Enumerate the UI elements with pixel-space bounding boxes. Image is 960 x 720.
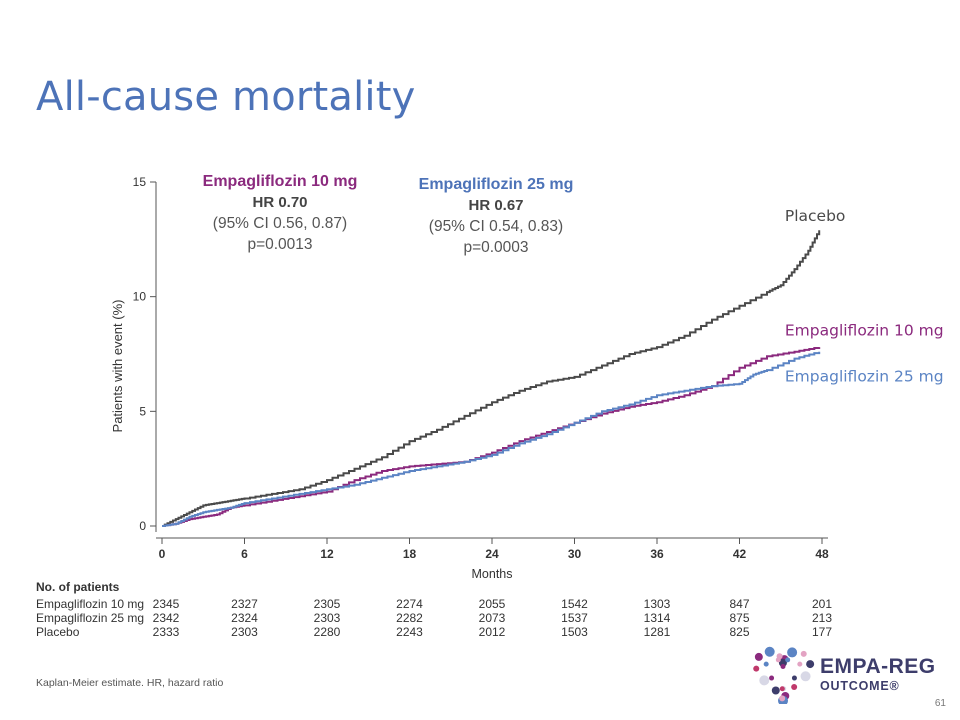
logo-dot (753, 665, 760, 672)
x-tick-label: 6 (241, 547, 248, 561)
risk-cell: 2012 (478, 625, 506, 639)
risk-cell: 1503 (561, 625, 588, 639)
logo-dot (797, 661, 803, 667)
hr-annotation-empa25: Empagliflozin 25 mg HR 0.67 (95% CI 0.54… (396, 174, 596, 258)
logo-dot (780, 664, 786, 669)
logo-dot (800, 671, 811, 682)
logo-dot (764, 646, 775, 657)
chart-series (162, 230, 821, 527)
series-label-empa10: Empagliflozin 10 mg (785, 322, 944, 340)
y-axis-label: Patients with event (%) (110, 300, 125, 433)
risk-cell: 201 (811, 597, 833, 611)
x-tick-label: 48 (815, 547, 829, 561)
logo-dot (769, 675, 775, 681)
risk-cell: 1542 (561, 597, 588, 611)
hr-empa25-p: p=0.0003 (463, 239, 529, 256)
logo-dot (775, 657, 781, 663)
page-number: 61 (934, 698, 946, 709)
risk-cell: 2303 (313, 611, 341, 625)
risk-table-heading: No. of patients (36, 580, 120, 594)
logo-dot (800, 650, 807, 657)
x-tick-label: 42 (733, 547, 747, 561)
y-tick-label: 15 (133, 175, 147, 189)
risk-row-label: Empagliflozin 25 mg (36, 611, 145, 625)
logo-dot (763, 661, 769, 667)
logo-dot (791, 675, 797, 681)
series-line-placebo (162, 230, 821, 527)
logo-dot (787, 647, 798, 658)
logo-dot (771, 686, 780, 695)
risk-cell: 213 (811, 611, 833, 625)
logo-dot (791, 683, 798, 690)
series-line-empa25 (162, 351, 821, 527)
logo-line1: EMPA-REG (820, 655, 936, 678)
x-tick-label: 18 (403, 547, 417, 561)
risk-cell: 177 (811, 625, 833, 639)
slide-title: All-cause mortality (36, 74, 416, 120)
risk-cell: 2243 (396, 625, 423, 639)
logo-dot (779, 686, 785, 692)
hr-empa10-p: p=0.0013 (247, 236, 313, 253)
hr-empa10-value: HR 0.70 (252, 194, 308, 211)
risk-cell: 2324 (231, 611, 258, 625)
y-tick-label: 10 (133, 290, 147, 304)
hr-empa25-name: Empagliflozin 25 mg (418, 176, 574, 193)
logo-line2: OUTCOME® (820, 679, 900, 693)
x-tick-label: 36 (650, 547, 664, 561)
hr-empa25-ci: (95% CI 0.54, 0.83) (428, 218, 564, 235)
risk-cell: 2345 (152, 597, 180, 611)
risk-cell: 2280 (313, 625, 341, 639)
series-label-empa25: Empagliflozin 25 mg (785, 368, 944, 386)
risk-cell: 847 (729, 597, 750, 611)
risk-cell: 875 (729, 611, 750, 625)
logo-dot (754, 652, 763, 661)
risk-cell: 1303 (643, 597, 671, 611)
hr-annotation-empa10: Empagliflozin 10 mg HR 0.70 (95% CI 0.56… (180, 171, 380, 255)
hr-empa10-ci: (95% CI 0.56, 0.87) (212, 215, 348, 232)
y-tick-label: 0 (139, 519, 146, 533)
risk-row-label: Empagliflozin 10 mg (36, 597, 145, 611)
logo-dot (759, 675, 770, 686)
risk-row-label: Placebo (36, 625, 80, 639)
hr-empa25-value: HR 0.67 (468, 197, 524, 214)
series-label-placebo: Placebo (785, 207, 846, 225)
risk-cell: 2282 (396, 611, 423, 625)
logo-dot (778, 658, 787, 667)
risk-cell: 1314 (643, 611, 671, 625)
risk-cell: 2274 (396, 597, 423, 611)
risk-cell: 2303 (231, 625, 258, 639)
chart-series-labels: Placebo Empagliflozin 10 mg Empagliflozin … (785, 207, 944, 386)
risk-cell: 2333 (152, 625, 180, 639)
risk-cell: 2327 (231, 597, 258, 611)
risk-cell: 2055 (478, 597, 506, 611)
x-tick-label: 24 (485, 547, 499, 561)
risk-cell: 1537 (561, 611, 588, 625)
chart-axes: 0 5 10 15 0 6 12 18 24 30 36 42 48 Months Patients wit… (110, 175, 829, 581)
footnote: Kaplan-Meier estimate. HR, hazard ratio (36, 677, 224, 689)
logo-dot (779, 695, 786, 702)
heart-dots-icon (753, 646, 815, 706)
risk-cell: 825 (729, 625, 750, 639)
y-tick-label: 5 (139, 404, 146, 418)
x-axis-label: Months (472, 567, 513, 581)
series-line-empa10 (162, 347, 821, 527)
risk-cell: 2305 (313, 597, 341, 611)
risk-cell: 2073 (478, 611, 506, 625)
x-tick-label: 30 (568, 547, 582, 561)
logo-dot (785, 657, 791, 663)
risk-cell: 2342 (152, 611, 180, 625)
risk-cell: 1281 (643, 625, 671, 639)
empa-reg-logo: EMPA-REG OUTCOME® (750, 642, 940, 706)
x-tick-label: 0 (159, 547, 166, 561)
hr-empa10-name: Empagliflozin 10 mg (202, 173, 358, 190)
logo-dot (806, 660, 815, 669)
x-tick-label: 12 (320, 547, 334, 561)
